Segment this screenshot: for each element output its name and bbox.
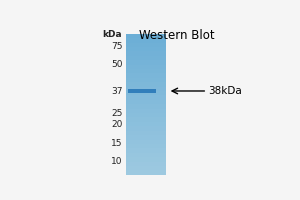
Text: 25: 25 bbox=[111, 109, 122, 118]
Text: 37: 37 bbox=[111, 87, 122, 96]
Text: 10: 10 bbox=[111, 157, 122, 166]
Text: 38kDa: 38kDa bbox=[208, 86, 242, 96]
Text: kDa: kDa bbox=[103, 30, 122, 39]
Text: 50: 50 bbox=[111, 60, 122, 69]
Text: 20: 20 bbox=[111, 120, 122, 129]
Text: Western Blot: Western Blot bbox=[139, 29, 215, 42]
Text: 15: 15 bbox=[111, 139, 122, 148]
Text: 75: 75 bbox=[111, 42, 122, 51]
